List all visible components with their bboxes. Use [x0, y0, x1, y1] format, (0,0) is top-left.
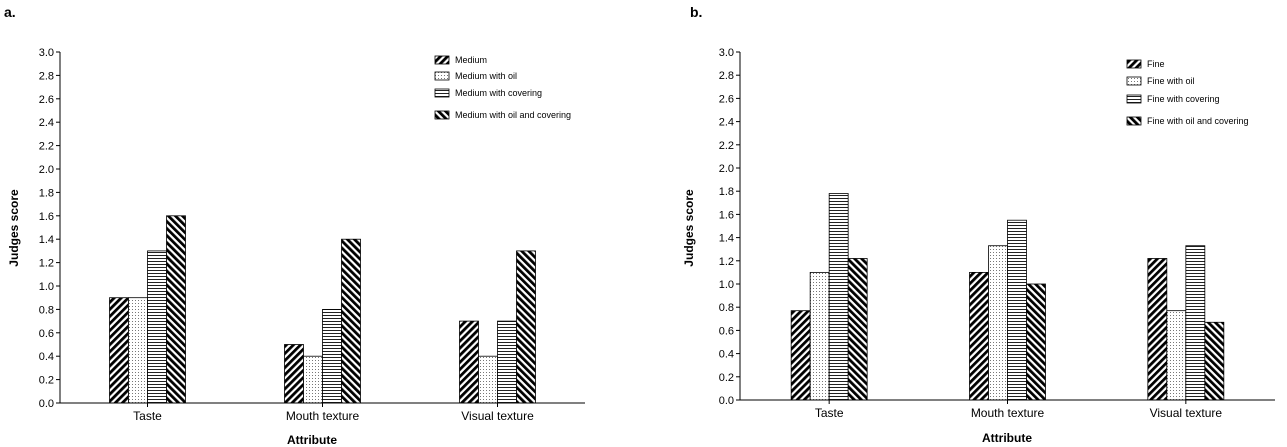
y-tick-label: 1.2 [39, 258, 54, 270]
y-tick-label: 2.4 [39, 117, 54, 129]
legend-swatch [1126, 59, 1142, 69]
bar-diag-right-dense [459, 320, 479, 404]
bar-diag-right-dense [284, 344, 304, 404]
bar-diag-left-dense [341, 238, 361, 404]
y-tick-label: 1.0 [39, 281, 54, 293]
y-tick-label: 2.6 [39, 94, 54, 106]
y-tick-label: 0.0 [719, 395, 734, 407]
panel-label: a. [4, 4, 16, 20]
legend-swatch [1126, 94, 1142, 104]
bar-diag-left-dense [1026, 283, 1046, 401]
legend-swatch [434, 55, 450, 65]
y-tick-label: 0.4 [39, 351, 54, 363]
bar-diag-left-dense [1204, 321, 1225, 401]
bar-dots [303, 355, 323, 404]
y-tick-label: 0.4 [719, 349, 734, 361]
y-tick-label: 0.2 [719, 372, 734, 384]
y-tick-label: 2.8 [719, 70, 734, 82]
bar-dots [809, 271, 830, 401]
bar-horizontal [1185, 245, 1206, 401]
legend-label: Medium [455, 55, 487, 65]
legend-swatch [434, 110, 450, 120]
y-tick-label: 2.2 [719, 140, 734, 152]
bar-diag-right-dense [969, 271, 989, 401]
y-tick-label: 0.6 [719, 325, 734, 337]
y-tick-label: 2.4 [719, 117, 734, 129]
y-tick-label: 1.4 [719, 233, 734, 245]
legend-swatch [1126, 116, 1142, 126]
x-category-label: Visual texture [1150, 406, 1223, 420]
x-category-label: Taste [815, 406, 844, 420]
bar-horizontal [1007, 219, 1027, 401]
bar-diag-right-dense [109, 297, 129, 404]
bar-dots [478, 355, 498, 404]
legend-label: Fine with oil and covering [1147, 116, 1249, 126]
y-axis-title: Judges score [682, 189, 696, 267]
bar-diag-left-dense [847, 258, 868, 401]
legend-label: Fine [1147, 59, 1165, 69]
y-tick-label: 1.4 [39, 234, 54, 246]
bar-horizontal [828, 193, 849, 401]
bar-diag-left-dense [516, 250, 536, 404]
legend-swatch [434, 71, 450, 81]
panel-label: b. [690, 4, 702, 20]
x-category-label: Visual texture [461, 409, 534, 423]
legend-label: Fine with covering [1147, 94, 1220, 104]
x-axis-categories: Taste Mouth texture Visual texture [133, 403, 534, 423]
legend: Fine Fine with oil Fine with covering Fine … [1126, 59, 1249, 126]
y-tick-label: 2.0 [39, 164, 54, 176]
legend-label: Medium with covering [455, 88, 542, 98]
y-tick-label: 0.8 [719, 302, 734, 314]
x-axis-title: Attribute [982, 431, 1032, 445]
y-tick-label: 3.0 [39, 47, 54, 59]
bar-group [790, 193, 1225, 401]
y-tick-label: 0.0 [39, 398, 54, 410]
y-tick-label: 1.2 [719, 256, 734, 268]
y-tick-label: 0.6 [39, 328, 54, 340]
legend-label: Fine with oil [1147, 76, 1195, 86]
bar-diag-left-dense [166, 215, 186, 404]
y-axis-ticks: 0.0 0.2 0.4 0.6 0.8 1.0 1.2 1.4 1.6 1.8 2.0 2.2 2.4 2… [39, 47, 60, 410]
legend-swatch [434, 88, 450, 98]
bar-dots [1166, 310, 1187, 401]
y-axis-ticks: 0.0 0.2 0.4 0.6 0.8 1.0 1.2 1.4 1.6 1.8 2.0 2.2 2.4 2… [719, 47, 740, 407]
bar-diag-right-dense [790, 310, 811, 401]
y-tick-label: 0.8 [39, 304, 54, 316]
bar-horizontal [147, 250, 167, 404]
y-tick-label: 3.0 [719, 47, 734, 59]
y-tick-label: 2.6 [719, 93, 734, 105]
bar-dots [128, 297, 148, 404]
chart-panel-b: b. 0.0 0.2 0.4 0.6 0.8 1.0 1.2 1.4 1.6 1.8 2.0 2.2 2… [682, 4, 1275, 445]
bar-horizontal [497, 320, 517, 404]
x-category-label: Mouth texture [286, 409, 360, 423]
x-axis-categories: Taste Mouth texture Visual texture [815, 400, 1223, 420]
legend-label: Medium with oil [455, 71, 517, 81]
y-tick-label: 1.6 [39, 211, 54, 223]
y-tick-label: 0.2 [39, 375, 54, 387]
x-category-label: Mouth texture [971, 406, 1045, 420]
y-axis-title: Judges score [7, 189, 21, 267]
y-tick-label: 1.8 [39, 187, 54, 199]
chart-panel-a: a. 0.0 0.2 0.4 0.6 0.8 1.0 1.2 1.4 1.6 1.8 2.0 2.2 2… [4, 4, 585, 447]
bar-horizontal [322, 308, 342, 404]
y-tick-label: 1.6 [719, 209, 734, 221]
y-tick-label: 1.8 [719, 186, 734, 198]
y-tick-label: 2.0 [719, 163, 734, 175]
legend-label: Medium with oil and covering [455, 110, 571, 120]
legend-swatch [1126, 76, 1142, 86]
y-tick-label: 2.2 [39, 141, 54, 153]
x-category-label: Taste [133, 409, 162, 423]
bar-dots [988, 245, 1008, 401]
x-axis-title: Attribute [287, 433, 337, 447]
bar-diag-right-dense [1147, 258, 1168, 401]
y-tick-label: 2.8 [39, 70, 54, 82]
bar-group [109, 215, 536, 404]
y-tick-label: 1.0 [719, 279, 734, 291]
legend: Medium Medium with oil Medium with coverin… [434, 55, 571, 120]
